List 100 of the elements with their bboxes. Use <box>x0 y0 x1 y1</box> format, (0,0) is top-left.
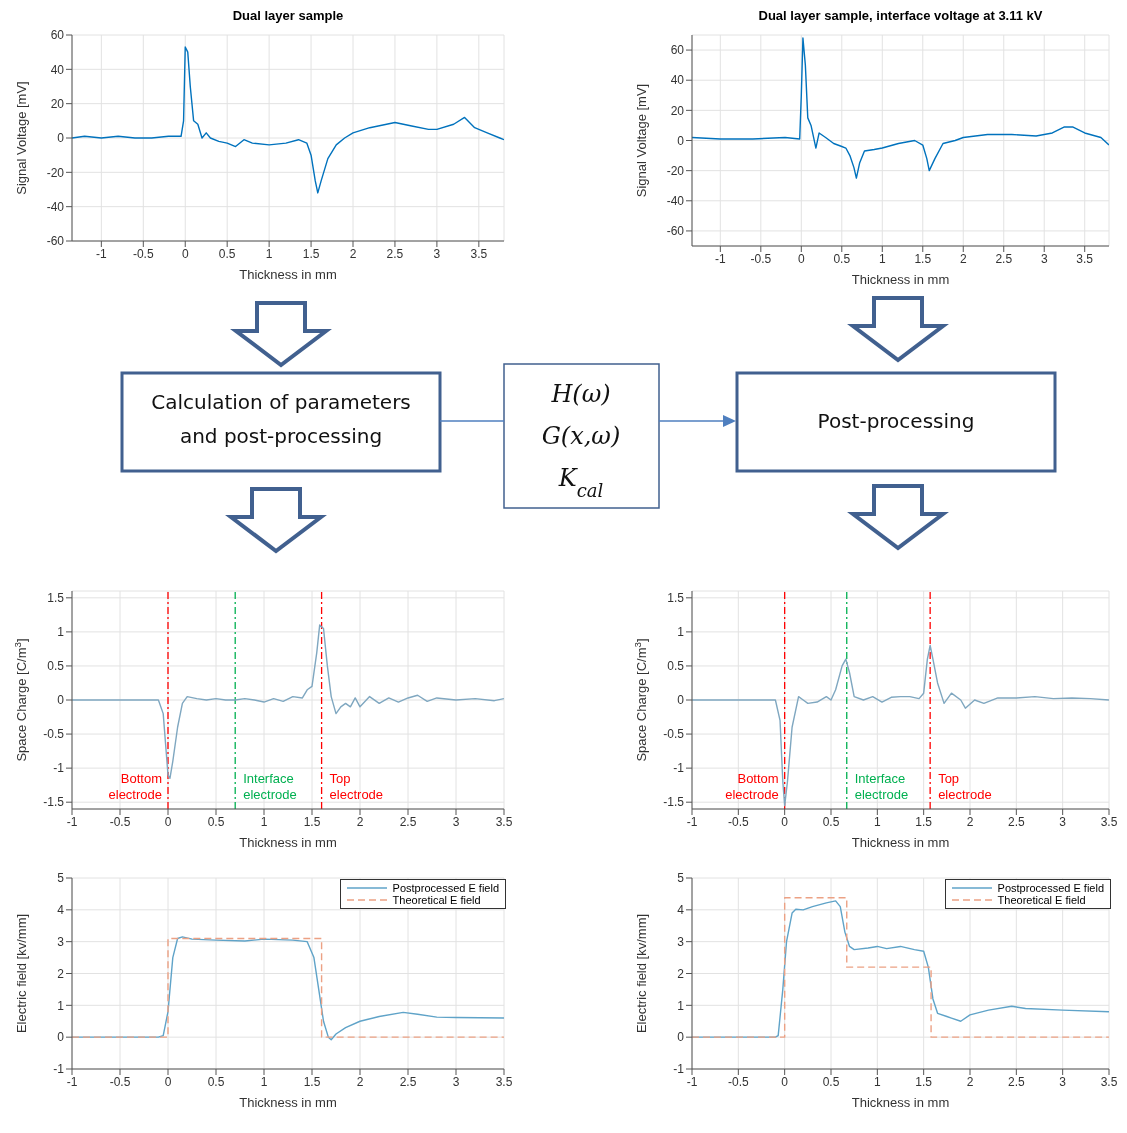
x-tick-label: 3 <box>1059 1074 1067 1089</box>
x-tick-label: 3.5 <box>1100 814 1118 829</box>
y-tick-label: 0 <box>677 133 685 148</box>
x-tick-label: 0.5 <box>207 1074 225 1089</box>
x-axis-title: Thickness in mm <box>851 272 950 287</box>
y-tick-label: 0.5 <box>47 659 65 674</box>
y-tick-label: 1 <box>57 625 65 640</box>
x-tick-label: 3 <box>1040 251 1048 266</box>
x-tick-label: 1.5 <box>303 814 321 829</box>
x-tick-label: 1.5 <box>915 1074 933 1089</box>
y-tick-label: -0.5 <box>663 727 685 742</box>
y-tick-label: -60 <box>46 234 65 249</box>
x-tick-label: 2 <box>966 1074 974 1089</box>
ref-line-label: Top electrode <box>938 771 992 802</box>
text: K$_{cal}$ <box>557 464 604 501</box>
y-tick-label: 5 <box>677 871 685 886</box>
y-tick-label: -1 <box>673 1062 685 1077</box>
y-tick-label: -1.5 <box>43 795 65 810</box>
legend-label: Theoretical E field <box>997 894 1086 906</box>
chart-title: Dual layer sample <box>231 8 345 25</box>
x-tick-label: -0.5 <box>109 814 131 829</box>
y-tick-label: 1.5 <box>47 591 65 606</box>
y-tick-label: -20 <box>666 163 685 178</box>
x-tick-label: 0.5 <box>822 1074 840 1089</box>
ref-line-label: Top electrode <box>329 771 384 802</box>
x-tick-label: 2.5 <box>1007 814 1025 829</box>
x-tick-label: 2 <box>959 251 967 266</box>
x-tick-label: 2.5 <box>399 814 417 829</box>
y-tick-label: 1 <box>677 998 685 1013</box>
x-axis-title: Thickness in mm <box>851 1095 950 1110</box>
ref-line-label: Interface electrode <box>854 771 909 802</box>
y-tick-label: 0 <box>677 693 685 708</box>
x-tick-label: 0.5 <box>218 246 236 261</box>
x-tick-label: 0 <box>797 251 805 266</box>
y-tick-label: 20 <box>50 96 65 111</box>
y-tick-label: 5 <box>57 871 65 886</box>
x-tick-label: 2 <box>349 246 357 261</box>
x-tick-label: 0.5 <box>822 814 840 829</box>
x-tick-label: -0.5 <box>727 1074 749 1089</box>
x-tick-label: 1 <box>873 814 881 829</box>
y-tick-label: -1 <box>673 761 685 776</box>
text: Calculation of parameters and post-processing <box>151 390 411 448</box>
chart-title: Dual layer sample, interface voltage at 3.11 kV <box>757 8 1044 25</box>
y-tick-label: 0 <box>57 131 65 146</box>
y-tick-label: 0 <box>677 1030 685 1045</box>
x-tick-label: 1 <box>878 251 886 266</box>
y-tick-label: -0.5 <box>43 727 65 742</box>
x-axis-title: Thickness in mm <box>239 267 337 282</box>
y-tick-label: -60 <box>666 224 685 239</box>
x-tick-label: 3 <box>452 814 460 829</box>
x-tick-label: 1.5 <box>914 251 932 266</box>
y-tick-label: 60 <box>50 28 65 43</box>
x-axis-title: Thickness in mm <box>851 835 950 850</box>
y-tick-label: 0 <box>57 693 65 708</box>
y-tick-label: 20 <box>670 103 685 118</box>
y-tick-label: -40 <box>666 194 685 209</box>
text: Post-processing <box>817 409 975 433</box>
x-tick-label: 1 <box>260 814 268 829</box>
y-tick-label: 60 <box>670 43 685 58</box>
x-tick-label: 0 <box>164 814 172 829</box>
y-tick-label: 4 <box>57 903 65 918</box>
y-axis-title: Electric field [kv/mm] <box>14 913 29 1034</box>
y-tick-label: 1 <box>57 998 65 1013</box>
x-tick-label: -1 <box>96 246 108 261</box>
legend-label: Theoretical E field <box>392 894 481 906</box>
x-tick-label: 2.5 <box>1007 1074 1025 1089</box>
x-tick-label: 0 <box>781 1074 789 1089</box>
y-tick-label: 0 <box>57 1030 65 1045</box>
x-axis-title: Thickness in mm <box>239 1095 337 1110</box>
x-tick-label: -0.5 <box>727 814 749 829</box>
x-tick-label: -0.5 <box>109 1074 131 1089</box>
x-tick-label: 1.5 <box>302 246 320 261</box>
y-tick-label: 40 <box>50 62 65 77</box>
ref-line-label: Interface electrode <box>243 771 297 802</box>
x-tick-label: 3 <box>1059 814 1067 829</box>
y-axis-title: Signal Voltage [mV] <box>634 83 649 198</box>
y-tick-label: -1 <box>53 761 65 776</box>
x-tick-label: 0 <box>164 1074 172 1089</box>
x-tick-label: 2.5 <box>386 246 404 261</box>
x-tick-label: 2.5 <box>995 251 1013 266</box>
y-tick-label: 0.5 <box>667 659 685 674</box>
y-tick-label: 2 <box>57 966 65 981</box>
x-tick-label: 2 <box>356 1074 364 1089</box>
legend-label: Postprocessed E field <box>392 882 499 894</box>
y-axis-title: Electric field [kv/mm] <box>634 913 649 1034</box>
x-tick-label: 3.5 <box>495 1074 513 1089</box>
x-axis-title: Thickness in mm <box>239 835 337 850</box>
y-tick-label: -20 <box>46 165 65 180</box>
x-tick-label: 0 <box>181 246 189 261</box>
legend-label: Postprocessed E field <box>997 882 1104 894</box>
x-tick-label: 3 <box>433 246 441 261</box>
ref-line-label: Bottom electrode <box>725 771 779 802</box>
y-tick-label: 3 <box>677 934 685 949</box>
text: H(ω) <box>550 380 611 408</box>
ref-line-label: Bottom electrode <box>108 771 162 802</box>
y-tick-label: 1 <box>677 625 685 640</box>
x-tick-label: -0.5 <box>132 246 154 261</box>
x-tick-label: 2 <box>966 814 974 829</box>
x-tick-label: 2 <box>356 814 364 829</box>
x-tick-label: 1 <box>873 1074 881 1089</box>
